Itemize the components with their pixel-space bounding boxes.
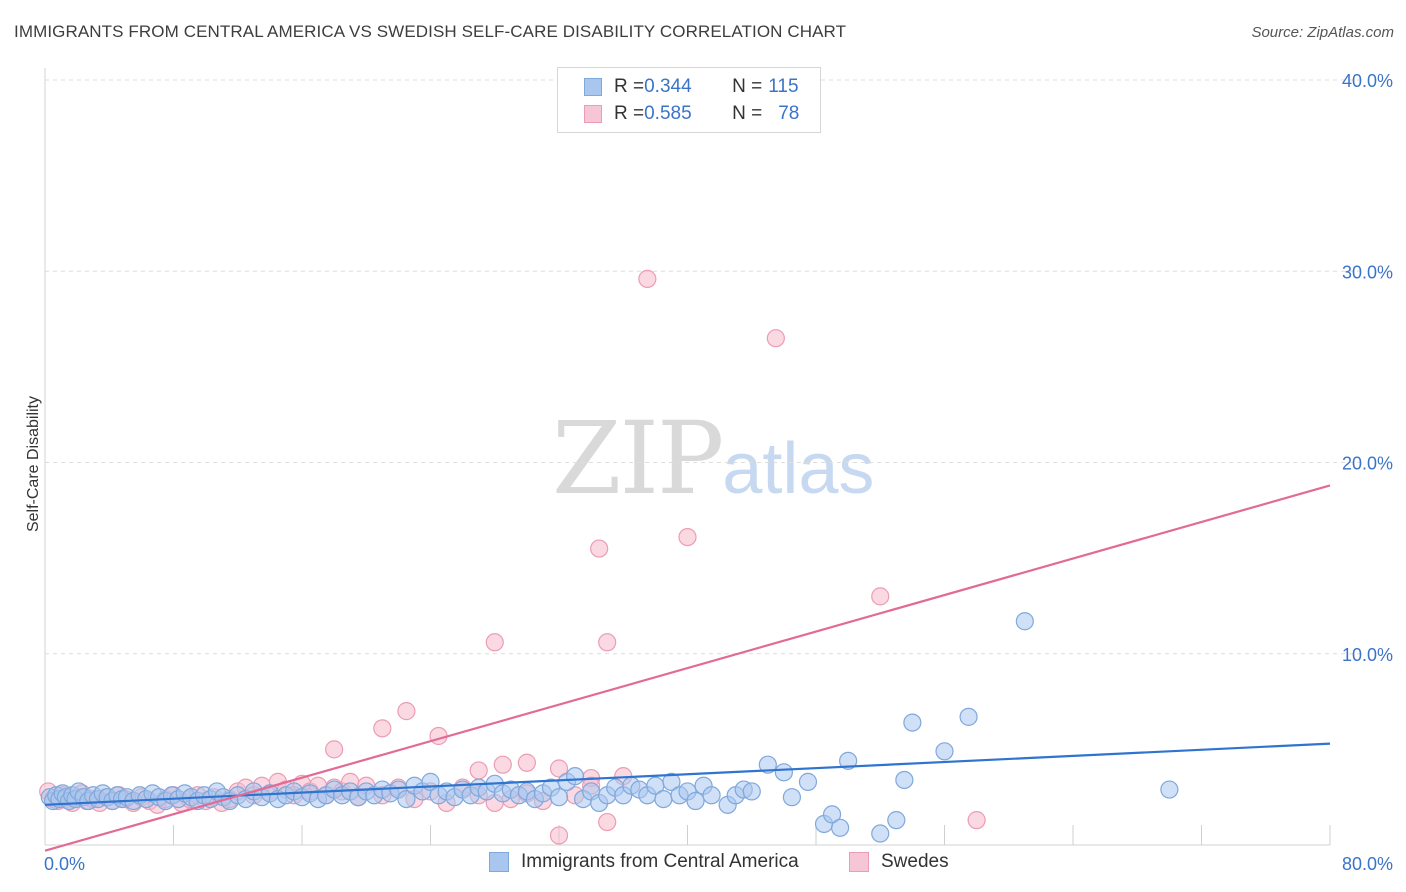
point-blue xyxy=(686,791,705,811)
point-pink xyxy=(598,633,617,652)
point-blue xyxy=(830,818,850,837)
bottom-legend-swatch-blue xyxy=(489,852,509,872)
bottom-legend-label-2: Swedes xyxy=(881,851,949,872)
grid-lines xyxy=(45,79,1365,655)
point-blue xyxy=(839,751,858,770)
bottom-legend-swatch-pink xyxy=(849,852,869,872)
y-tick-label: 40.0% xyxy=(1342,71,1393,91)
legend-n-value-2: 78 xyxy=(778,103,800,124)
trend-lines xyxy=(44,484,1331,852)
bottom-legend-item-series1: Immigrants from Central America xyxy=(489,851,799,873)
y-tick-label: 30.0% xyxy=(1342,262,1393,282)
trend-line-pink xyxy=(44,484,1331,852)
point-blue xyxy=(549,788,569,807)
x-tick-label-min: 0.0% xyxy=(44,854,85,874)
point-blue xyxy=(662,772,681,791)
x-tick-label-max: 80.0% xyxy=(1342,854,1393,874)
point-pink xyxy=(549,826,569,845)
legend-swatch-pink xyxy=(584,105,602,123)
point-blue xyxy=(798,772,818,791)
point-blue xyxy=(565,767,585,786)
point-pink xyxy=(549,759,569,778)
point-pink xyxy=(397,702,416,721)
legend-r-value-1: 0.344 xyxy=(644,76,692,97)
point-blue xyxy=(903,713,922,732)
legend-n-label-2: N = xyxy=(732,103,763,124)
chart-title: IMMIGRANTS FROM CENTRAL AMERICA VS SWEDI… xyxy=(14,22,847,41)
point-blue xyxy=(895,770,914,790)
bottom-legend-label-1: Immigrants from Central America xyxy=(521,851,799,872)
point-pink xyxy=(638,269,657,288)
watermark-atlas: atlas xyxy=(722,429,875,509)
legend-r-value-2: 0.585 xyxy=(644,103,692,124)
point-blue xyxy=(758,755,777,774)
point-pink xyxy=(325,740,344,759)
data-points xyxy=(39,269,1179,845)
trend-line-blue xyxy=(44,742,1331,806)
legend-n-value-1: 115 xyxy=(768,76,799,97)
source-label: Source: ZipAtlas.com xyxy=(1251,24,1394,41)
legend-row-series2: R = 0.585 N = 78 xyxy=(584,102,799,126)
watermark: ZIPatlas xyxy=(552,400,874,517)
point-blue xyxy=(887,811,906,830)
bottom-legend: Immigrants from Central America Swedes xyxy=(0,851,1406,877)
point-pink xyxy=(598,812,617,832)
point-blue xyxy=(397,789,416,809)
legend-row-series1: R = 0.344 N = 115 xyxy=(584,75,799,99)
legend-r-label-2: R = xyxy=(614,103,645,124)
bottom-legend-item-series2: Swedes xyxy=(849,851,949,873)
point-blue xyxy=(1015,612,1034,631)
point-pink xyxy=(485,633,504,652)
legend-r-label-1: R = xyxy=(614,76,645,97)
point-blue xyxy=(935,742,954,761)
point-blue xyxy=(702,786,721,805)
tick-labels: 10.0% 20.0% 30.0% 40.0% 0.0% 80.0% xyxy=(44,71,1393,874)
point-blue xyxy=(959,707,978,726)
point-pink xyxy=(493,755,512,774)
point-pink xyxy=(590,539,609,558)
watermark-zip: ZIP xyxy=(552,400,724,517)
point-pink xyxy=(429,726,448,746)
y-tick-label: 10.0% xyxy=(1342,645,1393,665)
point-pink xyxy=(766,329,785,348)
point-blue xyxy=(774,763,793,782)
point-blue xyxy=(654,789,673,809)
point-pink xyxy=(678,527,697,547)
legend: R = 0.344 N = 115 R = 0.585 N = 78 xyxy=(557,67,821,133)
point-pink xyxy=(469,761,488,780)
axes xyxy=(44,68,1331,846)
point-blue xyxy=(871,824,890,843)
point-blue xyxy=(742,782,761,801)
point-pink xyxy=(373,719,392,738)
legend-swatch-blue xyxy=(584,78,602,96)
legend-n-label-1: N = xyxy=(732,76,763,97)
point-pink xyxy=(967,811,986,830)
point-blue xyxy=(782,788,802,807)
point-blue xyxy=(822,805,842,824)
point-pink xyxy=(517,753,536,772)
point-blue xyxy=(1160,780,1179,799)
y-tick-label: 20.0% xyxy=(1342,454,1393,474)
point-pink xyxy=(871,587,890,606)
